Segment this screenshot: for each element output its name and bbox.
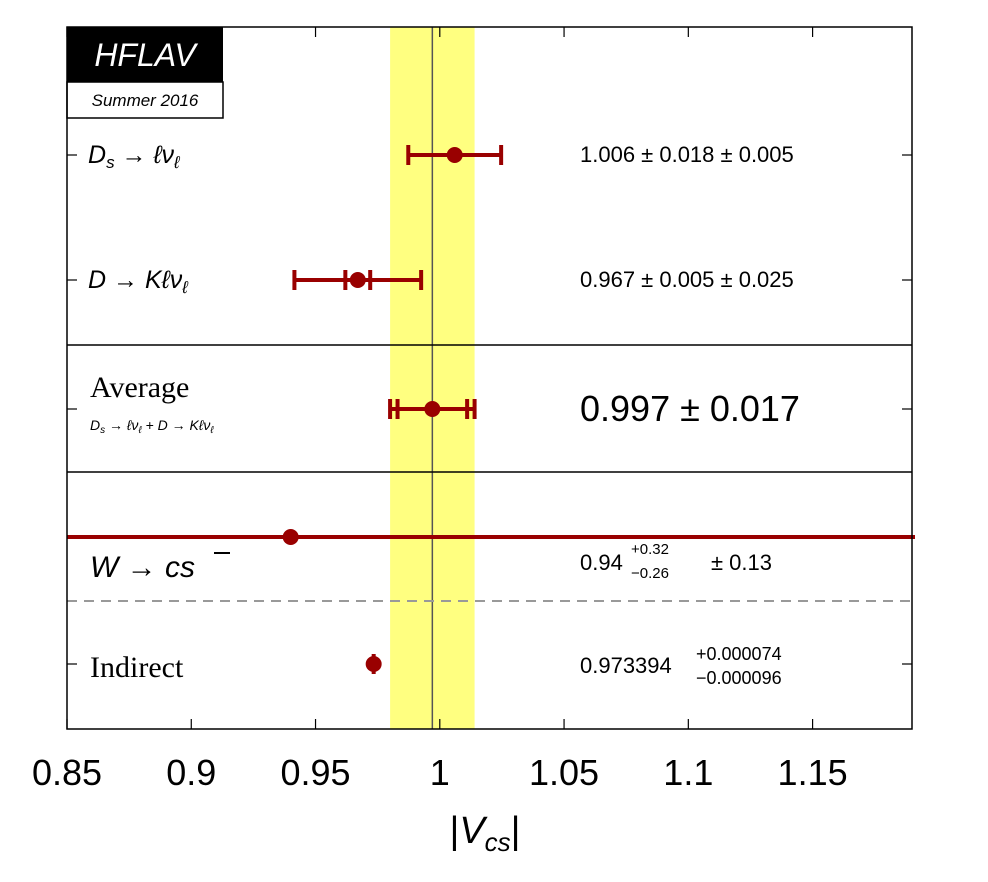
plot-frame — [66, 26, 913, 730]
value-w-cs-main: 0.94 — [580, 550, 623, 575]
hflav-badge-title-box — [67, 27, 223, 82]
value-indirect-main: 0.973394 — [580, 653, 672, 678]
value-average: 0.997 ± 0.017 — [580, 388, 800, 429]
hflav-badge-subtitle: Summer 2016 — [92, 91, 199, 110]
value-indirect: 0.973394 — [580, 653, 672, 678]
marker-w-cs — [282, 529, 299, 545]
x-tick-label: 0.85 — [32, 752, 102, 793]
x-tick-label: 0.95 — [280, 752, 350, 793]
x-tick-label: 0.9 — [166, 752, 216, 793]
value-indirect-sub: −0.000096 — [696, 668, 782, 688]
marker-indirect — [365, 656, 382, 672]
x-axis-tick-labels: 0.85 0.9 0.95 1 1.05 1.1 1.15 — [32, 752, 848, 793]
value-d-klnu: 0.967 ± 0.005 ± 0.025 — [580, 267, 794, 292]
value-w-cs-sup: +0.32 — [631, 541, 669, 558]
value-w-cs-tail: ± 0.13 — [711, 550, 772, 575]
label-average-sub: Ds → ℓνℓ + D → Kℓνℓ — [90, 417, 214, 436]
x-tick-label: 1.05 — [529, 752, 599, 793]
x-axis-title: |Vcs| — [449, 810, 520, 857]
label-d-klnu: D → Kℓνℓ — [88, 266, 188, 297]
y-axis-ticks — [67, 154, 912, 665]
hflav-badge-title: HFLAV — [94, 37, 198, 73]
x-tick-label: 1.1 — [663, 752, 713, 793]
x-tick-label: 1.15 — [778, 752, 848, 793]
hflav-badge: HFLAV Summer 2016 — [66, 27, 224, 119]
value-indirect-sup: +0.000074 — [696, 644, 782, 664]
x-tick-label: 1 — [430, 752, 450, 793]
label-indirect: Indirect — [90, 651, 184, 684]
value-ds-lnu: 1.006 ± 0.018 ± 0.005 — [580, 142, 794, 167]
marker-d-klnu — [349, 272, 366, 288]
data-marks — [67, 145, 915, 674]
label-ds-lnu: Ds → ℓνℓ — [88, 141, 180, 172]
value-w-cs: 0.94 — [580, 550, 623, 575]
value-w-cs-sub: −0.26 — [631, 565, 669, 582]
label-average: Average — [90, 371, 189, 404]
marker-average — [424, 401, 441, 417]
label-w-cs: W → cs — [90, 551, 195, 584]
marker-ds-lnu — [446, 147, 463, 163]
